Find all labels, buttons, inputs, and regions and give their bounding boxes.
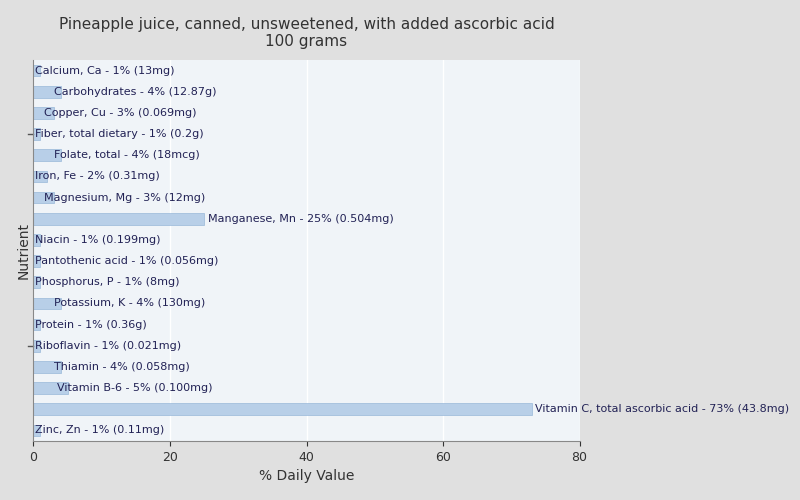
Bar [34, 404, 532, 415]
Bar [34, 213, 204, 224]
Text: Protein - 1% (0.36g): Protein - 1% (0.36g) [35, 320, 147, 330]
Text: Zinc, Zn - 1% (0.11mg): Zinc, Zn - 1% (0.11mg) [35, 426, 165, 436]
Bar [34, 150, 61, 161]
Text: Manganese, Mn - 25% (0.504mg): Manganese, Mn - 25% (0.504mg) [207, 214, 394, 224]
Bar [34, 234, 40, 245]
Text: Niacin - 1% (0.199mg): Niacin - 1% (0.199mg) [35, 235, 161, 245]
Text: Fiber, total dietary - 1% (0.2g): Fiber, total dietary - 1% (0.2g) [35, 129, 204, 139]
Bar [34, 424, 40, 436]
Bar [34, 340, 40, 351]
X-axis label: % Daily Value: % Daily Value [259, 470, 354, 484]
Text: Thiamin - 4% (0.058mg): Thiamin - 4% (0.058mg) [54, 362, 190, 372]
Bar [34, 298, 61, 310]
Text: Magnesium, Mg - 3% (12mg): Magnesium, Mg - 3% (12mg) [44, 192, 205, 202]
Bar [34, 170, 47, 182]
Bar [34, 256, 40, 267]
Bar [34, 128, 40, 140]
Text: Phosphorus, P - 1% (8mg): Phosphorus, P - 1% (8mg) [35, 278, 180, 287]
Text: Vitamin C, total ascorbic acid - 73% (43.8mg): Vitamin C, total ascorbic acid - 73% (43… [535, 404, 790, 414]
Bar [34, 361, 61, 373]
Text: Iron, Fe - 2% (0.31mg): Iron, Fe - 2% (0.31mg) [35, 172, 160, 181]
Bar [34, 276, 40, 288]
Y-axis label: Nutrient: Nutrient [17, 222, 30, 279]
Bar [34, 319, 40, 330]
Text: Potassium, K - 4% (130mg): Potassium, K - 4% (130mg) [54, 298, 205, 308]
Text: Carbohydrates - 4% (12.87g): Carbohydrates - 4% (12.87g) [54, 86, 217, 97]
Text: Copper, Cu - 3% (0.069mg): Copper, Cu - 3% (0.069mg) [44, 108, 196, 118]
Text: Riboflavin - 1% (0.021mg): Riboflavin - 1% (0.021mg) [35, 341, 182, 351]
Bar [34, 64, 40, 76]
Text: Calcium, Ca - 1% (13mg): Calcium, Ca - 1% (13mg) [35, 66, 175, 76]
Text: Vitamin B-6 - 5% (0.100mg): Vitamin B-6 - 5% (0.100mg) [58, 383, 213, 393]
Bar [34, 382, 67, 394]
Bar [34, 192, 54, 203]
Text: Pantothenic acid - 1% (0.056mg): Pantothenic acid - 1% (0.056mg) [35, 256, 219, 266]
Text: Folate, total - 4% (18mcg): Folate, total - 4% (18mcg) [54, 150, 200, 160]
Title: Pineapple juice, canned, unsweetened, with added ascorbic acid
100 grams: Pineapple juice, canned, unsweetened, wi… [58, 16, 554, 49]
Bar [34, 107, 54, 118]
Bar [34, 86, 61, 98]
